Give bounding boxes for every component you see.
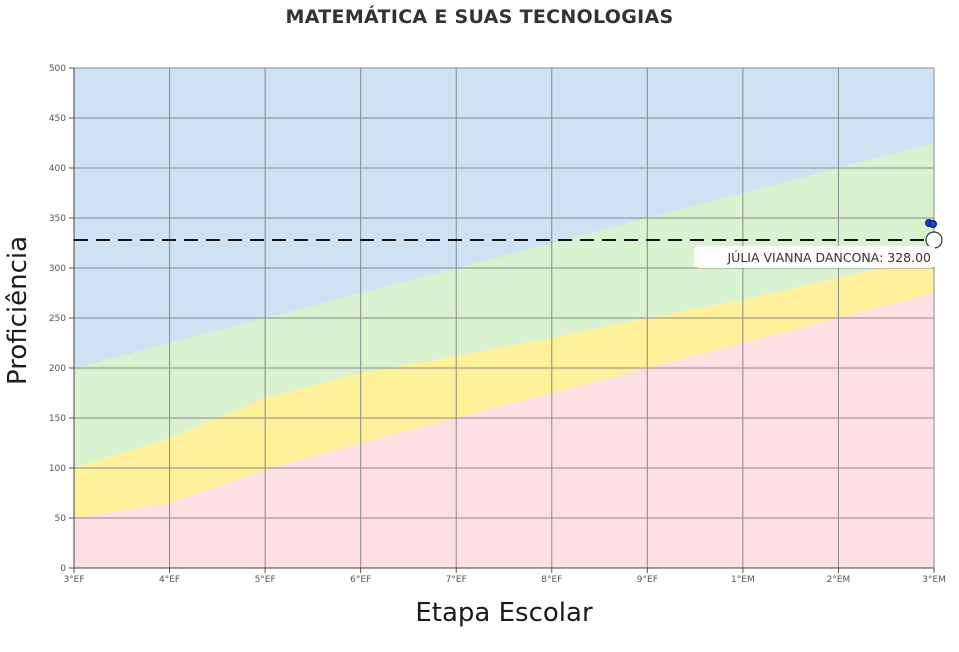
y-tick-label: 300 <box>49 264 66 274</box>
chart-title: MATEMÁTICA E SUAS TECNOLOGIAS <box>285 6 674 28</box>
x-tick-label: 2°EM <box>827 575 851 585</box>
x-tick-label: 9°EF <box>637 575 658 585</box>
y-tick-label: 150 <box>49 414 66 424</box>
x-axis-label: Etapa Escolar <box>415 598 593 628</box>
y-tick-label: 250 <box>49 314 66 324</box>
y-tick-label: 200 <box>49 364 66 374</box>
x-tick-label: 3°EF <box>63 575 84 585</box>
band-area-3 <box>74 293 934 568</box>
x-tick-label: 3°EM <box>922 575 946 585</box>
x-tick-label: 5°EF <box>255 575 276 585</box>
x-tick-label: 4°EF <box>159 575 180 585</box>
y-tick-label: 350 <box>49 214 66 224</box>
y-tick-label: 50 <box>55 514 67 524</box>
y-tick-label: 450 <box>49 114 66 124</box>
tooltip-box <box>694 246 936 268</box>
data-point <box>929 220 937 228</box>
x-tick-label: 1°EM <box>731 575 755 585</box>
y-tick-label: 400 <box>49 164 66 174</box>
x-tick-label: 6°EF <box>350 575 371 585</box>
highlight-point <box>925 231 943 249</box>
x-tick-label: 7°EF <box>446 575 467 585</box>
x-tick-label: 8°EF <box>541 575 562 585</box>
y-tick-label: 500 <box>49 64 66 74</box>
tooltip-label: JÚLIA VIANNA DANCONA: 328.00 <box>726 250 931 265</box>
y-tick-label: 100 <box>49 464 66 474</box>
y-tick-label: 0 <box>60 564 66 574</box>
